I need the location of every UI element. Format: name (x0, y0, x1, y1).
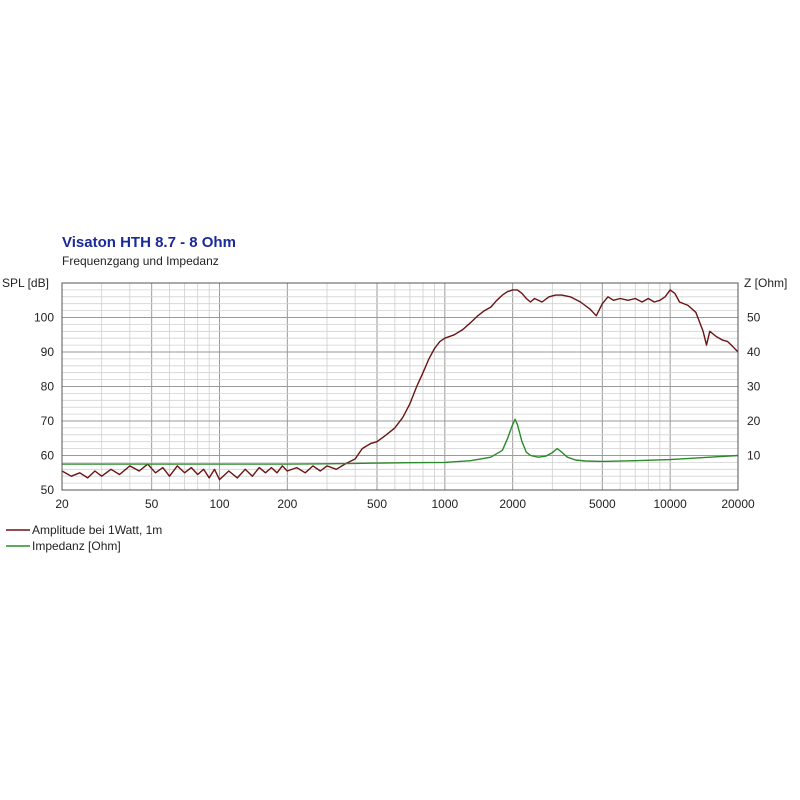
y-left-axis-label: SPL [dB] (2, 276, 49, 290)
y-left-tick-label: 50 (41, 483, 55, 497)
x-tick-label: 100 (209, 497, 229, 511)
x-tick-label: 20 (55, 497, 69, 511)
y-right-tick-label: 30 (747, 380, 761, 394)
y-left-tick-label: 60 (41, 449, 55, 463)
y-right-tick-label: 50 (747, 311, 761, 325)
y-right-tick-label: 20 (747, 414, 761, 428)
x-tick-label: 500 (367, 497, 387, 511)
y-right-axis-label: Z [Ohm] (744, 276, 787, 290)
x-tick-label: 1000 (431, 497, 458, 511)
series-line-amplitude (61, 289, 739, 481)
x-tick-label: 200 (277, 497, 297, 511)
x-tick-label: 2000 (499, 497, 526, 511)
y-left-tick-label: 90 (41, 345, 55, 359)
plot-frame (61, 282, 739, 491)
x-tick-label: 50 (145, 497, 159, 511)
legend: Amplitude bei 1Watt, 1m Impedanz [Ohm] (6, 523, 162, 553)
chart-title: Visaton HTH 8.7 - 8 Ohm (62, 234, 236, 251)
y-left-tick-label: 70 (41, 414, 55, 428)
ticks: 20 50 100 200 500 1000 2000 5000 10000 2000050607… (34, 311, 761, 512)
x-tick-label: 5000 (589, 497, 616, 511)
legend-entry: Impedanz [Ohm] (32, 539, 121, 553)
y-right-tick-label: 40 (747, 345, 761, 359)
grid (61, 282, 739, 491)
y-left-tick-label: 80 (41, 380, 55, 394)
chart-subtitle: Frequenzgang und Impedanz (62, 254, 219, 268)
x-tick-label: 10000 (653, 497, 687, 511)
legend-entry: Amplitude bei 1Watt, 1m (32, 523, 162, 537)
y-left-tick-label: 100 (34, 311, 54, 325)
x-tick-label: 20000 (721, 497, 755, 511)
series-layer (61, 289, 739, 481)
series-line-impedance (62, 418, 739, 465)
y-right-tick-label: 10 (747, 449, 761, 463)
